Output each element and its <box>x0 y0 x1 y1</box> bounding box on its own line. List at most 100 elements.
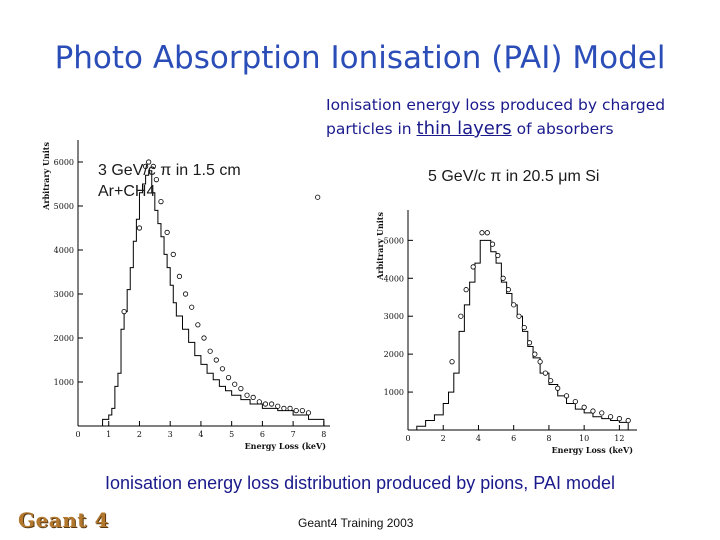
right-chart-label: 5 GeV/c π in 20.5 μm Si <box>428 168 600 185</box>
data-point-marker <box>516 313 522 319</box>
data-point-marker <box>581 404 587 410</box>
data-point-marker <box>170 251 176 258</box>
slide-subtitle: Ionisation energy loss produced by charg… <box>326 94 716 141</box>
data-point-marker <box>305 410 312 416</box>
data-point-marker <box>189 304 195 310</box>
data-point-marker <box>281 405 287 411</box>
y-tick-label: 5000 <box>54 202 74 211</box>
x-tick-label: 8 <box>546 434 551 443</box>
data-point-marker <box>555 385 561 391</box>
x-tick-label: 0 <box>75 430 80 439</box>
data-point-marker <box>182 291 189 297</box>
y-tick-label: 4000 <box>54 246 74 255</box>
x-tick-label: 6 <box>511 434 516 443</box>
data-point-marker <box>548 378 554 384</box>
x-tick-label: 8 <box>321 430 326 439</box>
data-point-marker <box>315 194 321 200</box>
data-point-marker <box>164 229 170 236</box>
x-axis-title: Energy Loss (keV) <box>245 441 327 451</box>
y-tick-label: 1000 <box>384 388 404 397</box>
slide-footer: Geant4 Training 2003 <box>298 516 414 530</box>
y-tick-label: 5000 <box>384 236 404 245</box>
x-tick-label: 5 <box>229 430 234 439</box>
histogram-step-line <box>416 239 629 430</box>
data-point-marker <box>225 375 232 381</box>
data-point-marker <box>176 273 183 279</box>
data-point-marker <box>244 392 250 398</box>
data-point-marker <box>136 225 143 231</box>
x-tick-label: 2 <box>137 430 142 439</box>
data-point-marker <box>463 287 469 293</box>
data-point-marker <box>269 401 275 407</box>
right-histogram-chart: 0 2 4 6 8 10 12 1000 2000 3000 4000 5000 Energy Loss… <box>375 180 650 460</box>
data-point-marker <box>262 401 269 407</box>
y-tick-label: 2000 <box>384 350 404 359</box>
data-point-marker <box>143 163 149 170</box>
data-point-marker <box>238 385 244 392</box>
data-point-marker <box>158 199 164 205</box>
data-point-marker <box>250 394 256 400</box>
subtitle-line-2-post: of absorbers <box>511 120 614 138</box>
data-point-marker <box>153 176 159 183</box>
subtitle-line-2-pre: particles in <box>326 120 417 138</box>
data-point-marker <box>150 163 156 170</box>
x-tick-label: 3 <box>168 430 173 439</box>
x-axis-title: Energy Loss (keV) <box>552 445 634 455</box>
data-point-marker <box>470 264 476 270</box>
right-histogram-svg: 0 2 4 6 8 10 12 1000 2000 3000 4000 5000 Energy Loss… <box>375 210 637 455</box>
data-point-marker <box>590 408 596 414</box>
y-tick-label: 3000 <box>384 312 404 321</box>
x-tick-label: 10 <box>579 434 589 443</box>
y-axis-title: Arbitrary Units <box>41 142 51 211</box>
y-tick-label: 6000 <box>54 158 74 167</box>
left-chart-label: 3 GeV/c π in 1.5 cm Ar+CH4 <box>98 160 241 202</box>
y-tick-label: 1000 <box>54 378 74 387</box>
data-point-marker <box>484 230 490 236</box>
left-histogram-chart: 0 1 2 3 4 5 6 7 8 1000 2000 3000 4000 5000 6000 Energy … <box>40 130 340 460</box>
data-point-marker <box>625 417 631 424</box>
data-point-marker <box>607 414 614 420</box>
data-point-marker <box>505 287 512 293</box>
y-tick-label: 4000 <box>384 274 404 283</box>
data-point-marker <box>121 309 127 315</box>
y-axis-title: Arbitrary Units <box>375 212 385 281</box>
x-tick-label: 12 <box>614 434 624 443</box>
subtitle-line-1: Ionisation energy loss produced by charg… <box>326 96 666 114</box>
data-point-marker <box>299 407 305 414</box>
x-tick-label: 4 <box>476 434 481 443</box>
data-point-marker <box>532 351 538 357</box>
data-point-marker <box>616 416 622 422</box>
data-point-marker <box>599 410 605 416</box>
data-point-marker <box>287 405 293 411</box>
histogram-step-line <box>102 170 325 426</box>
data-point-marker <box>293 407 299 414</box>
data-point-marker <box>219 366 226 372</box>
data-point-marker <box>495 252 501 259</box>
data-point-marker <box>146 159 152 165</box>
data-point-marker <box>511 302 517 308</box>
geant4-logo: Geant 4 <box>18 508 109 532</box>
x-tick-label: 0 <box>405 434 410 443</box>
left-chart-label-line-1: 3 GeV/c π in 1.5 cm <box>98 162 241 179</box>
left-histogram-svg: 0 1 2 3 4 5 6 7 8 1000 2000 3000 4000 5000 6000 Energy … <box>41 140 330 451</box>
data-point-marker <box>195 322 201 328</box>
y-tick-label: 2000 <box>54 334 74 343</box>
data-point-marker <box>537 359 543 365</box>
subtitle-line-2: particles in thin layers of absorbers <box>326 117 716 141</box>
data-point-marker <box>275 403 281 409</box>
data-point-marker <box>521 324 527 331</box>
data-point-marker <box>201 335 207 341</box>
data-point-marker <box>479 230 485 236</box>
slide-caption: Ionisation energy loss distribution prod… <box>105 473 615 493</box>
x-tick-label: 1 <box>106 430 111 439</box>
data-point-marker <box>500 275 506 281</box>
data-point-marker <box>449 359 455 365</box>
subtitle-highlight: thin layers <box>416 118 512 139</box>
data-point-marker <box>232 381 238 387</box>
y-tick-label: 3000 <box>54 290 74 299</box>
data-point-marker <box>207 348 213 354</box>
x-tick-label: 4 <box>198 430 203 439</box>
data-point-marker <box>458 313 464 319</box>
data-point-marker <box>256 399 262 405</box>
left-chart-label-line-2: Ar+CH4 <box>98 183 156 200</box>
